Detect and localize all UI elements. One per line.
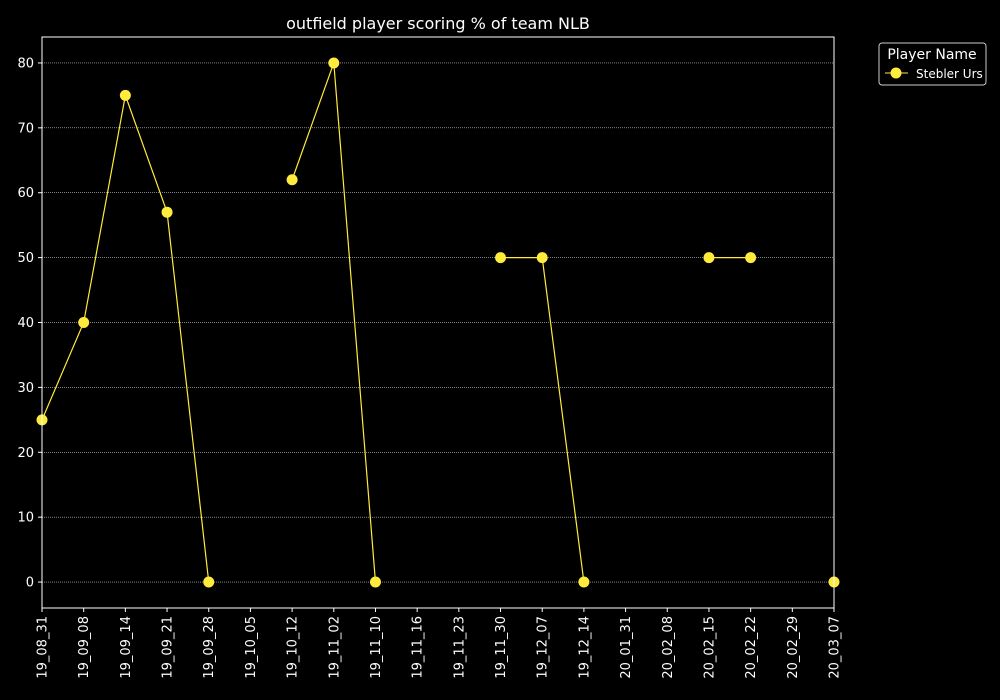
data-point xyxy=(161,206,173,218)
legend-label: Stebler Urs xyxy=(916,67,983,81)
series-line-segment xyxy=(41,93,210,583)
x-tick-label: 19_11_10 xyxy=(369,616,384,679)
series-line-segment xyxy=(500,257,585,583)
x-axis: 19_08_31 19_09_08 19_09_14 19_09_21 19_09_28… xyxy=(36,608,843,679)
data-point xyxy=(745,252,757,264)
x-tick-label: 19_12_14 xyxy=(577,616,592,679)
data-point xyxy=(203,576,215,588)
y-tick-label: 10 xyxy=(17,511,34,526)
legend: Player Name Stebler Urs xyxy=(878,42,987,86)
x-tick-label: 20_02_29 xyxy=(786,616,801,679)
x-tick-label: 19_09_28 xyxy=(202,616,217,679)
y-axis: 0 10 20 30 40 50 60 70 80 xyxy=(17,56,42,591)
data-point xyxy=(578,576,590,588)
x-tick-label: 19_12_07 xyxy=(536,616,551,679)
y-tick-label: 50 xyxy=(17,251,34,266)
data-point xyxy=(495,252,507,264)
x-tick-label: 20_01_31 xyxy=(619,616,634,679)
x-tick-label: 19_11_16 xyxy=(411,616,426,679)
x-tick-label: 19_08_31 xyxy=(36,616,51,679)
data-point xyxy=(703,252,715,264)
y-tick-label: 30 xyxy=(17,381,34,396)
data-point xyxy=(328,57,340,69)
data-point xyxy=(286,174,298,186)
x-tick-label: 20_02_22 xyxy=(744,616,759,679)
x-tick-label: 19_10_05 xyxy=(244,616,259,679)
legend-marker xyxy=(890,67,902,79)
data-point xyxy=(119,89,131,101)
x-tick-label: 19_11_30 xyxy=(494,616,509,679)
y-tick-label: 20 xyxy=(17,446,34,461)
data-point xyxy=(536,252,548,264)
grid-lines xyxy=(42,62,834,583)
x-tick-label: 19_11_02 xyxy=(327,616,342,679)
legend-box xyxy=(878,42,987,86)
y-tick-label: 70 xyxy=(17,121,34,136)
legend-title: Player Name xyxy=(887,47,976,63)
chart-title: outfield player scoring % of team NLB xyxy=(286,14,590,33)
y-tick-label: 40 xyxy=(17,316,34,331)
y-tick-label: 0 xyxy=(26,576,34,591)
x-tick-label: 20_03_07 xyxy=(828,616,843,679)
x-tick-label: 20_02_08 xyxy=(661,616,676,679)
x-tick-label: 19_09_14 xyxy=(119,616,134,679)
x-tick-label: 19_11_23 xyxy=(452,616,467,679)
x-tick-label: 20_02_15 xyxy=(702,616,717,679)
data-point xyxy=(369,576,381,588)
x-tick-label: 19_09_08 xyxy=(77,616,92,679)
data-point xyxy=(78,317,90,328)
x-tick-label: 19_10_12 xyxy=(286,616,301,679)
series-layer xyxy=(36,57,840,588)
x-tick-label: 19_09_21 xyxy=(161,616,176,679)
y-tick-label: 60 xyxy=(17,186,34,201)
y-tick-label: 80 xyxy=(17,56,34,71)
